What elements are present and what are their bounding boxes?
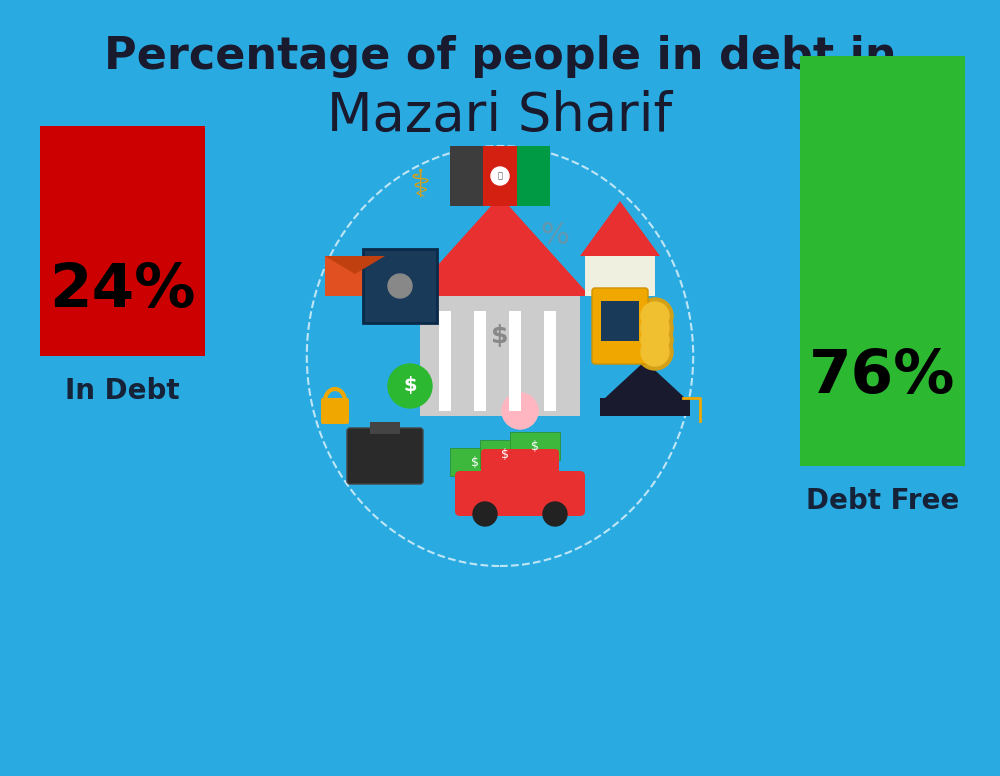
Text: %: % xyxy=(541,221,569,251)
Circle shape xyxy=(388,364,432,408)
Circle shape xyxy=(641,302,669,330)
FancyBboxPatch shape xyxy=(509,311,521,411)
FancyBboxPatch shape xyxy=(439,311,451,411)
FancyBboxPatch shape xyxy=(592,288,648,364)
Circle shape xyxy=(641,314,669,342)
Circle shape xyxy=(637,310,673,346)
FancyBboxPatch shape xyxy=(450,146,483,206)
FancyBboxPatch shape xyxy=(325,256,385,296)
Text: ⛪: ⛪ xyxy=(498,171,503,181)
Circle shape xyxy=(637,334,673,370)
FancyBboxPatch shape xyxy=(510,432,560,460)
FancyBboxPatch shape xyxy=(40,126,205,356)
Circle shape xyxy=(543,502,567,526)
FancyBboxPatch shape xyxy=(544,311,556,411)
Text: Percentage of people in debt in: Percentage of people in debt in xyxy=(104,34,896,78)
Polygon shape xyxy=(325,256,385,274)
Circle shape xyxy=(641,326,669,354)
FancyBboxPatch shape xyxy=(601,301,639,341)
Text: Mazari Sharif: Mazari Sharif xyxy=(327,90,673,142)
FancyBboxPatch shape xyxy=(363,249,437,323)
FancyBboxPatch shape xyxy=(321,398,349,424)
FancyBboxPatch shape xyxy=(800,56,965,466)
Circle shape xyxy=(491,167,509,185)
Polygon shape xyxy=(410,196,590,296)
FancyBboxPatch shape xyxy=(347,428,423,484)
Text: ⚕: ⚕ xyxy=(410,167,430,205)
Circle shape xyxy=(637,298,673,334)
Polygon shape xyxy=(580,201,660,256)
Text: 76%: 76% xyxy=(809,347,956,406)
Polygon shape xyxy=(605,361,685,398)
Circle shape xyxy=(502,393,538,429)
Text: $: $ xyxy=(491,324,509,348)
Text: 24%: 24% xyxy=(49,262,196,320)
Text: Debt Free: Debt Free xyxy=(806,487,959,515)
FancyBboxPatch shape xyxy=(483,146,517,206)
Text: $: $ xyxy=(501,448,509,460)
FancyBboxPatch shape xyxy=(600,398,690,416)
Circle shape xyxy=(388,274,412,298)
FancyBboxPatch shape xyxy=(480,440,530,468)
Circle shape xyxy=(522,403,538,419)
Text: $: $ xyxy=(531,439,539,452)
Text: $: $ xyxy=(471,456,479,469)
Circle shape xyxy=(637,322,673,358)
Circle shape xyxy=(641,338,669,366)
FancyBboxPatch shape xyxy=(585,256,655,296)
FancyBboxPatch shape xyxy=(481,449,559,482)
FancyBboxPatch shape xyxy=(517,146,550,206)
Text: $: $ xyxy=(403,376,417,396)
Text: In Debt: In Debt xyxy=(65,377,180,405)
FancyBboxPatch shape xyxy=(370,422,400,434)
FancyBboxPatch shape xyxy=(474,311,486,411)
Circle shape xyxy=(473,502,497,526)
FancyBboxPatch shape xyxy=(455,471,585,516)
FancyBboxPatch shape xyxy=(420,296,580,416)
FancyBboxPatch shape xyxy=(450,448,500,476)
